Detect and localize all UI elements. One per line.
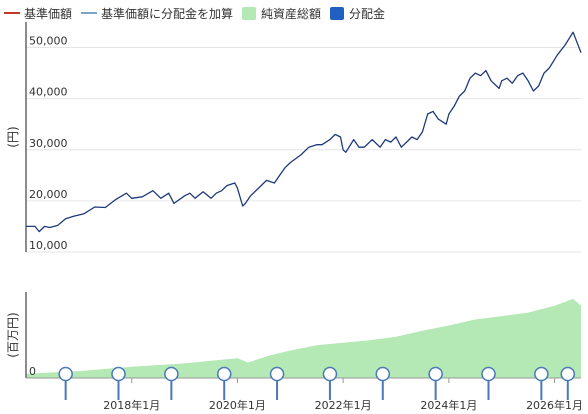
price-series [26, 31, 582, 233]
marker-head [428, 366, 443, 382]
marker-head [481, 366, 496, 382]
net-assets-area [26, 298, 581, 378]
legend-label: 基準価額 [24, 6, 73, 21]
marker-head [216, 366, 232, 382]
distribution-marker[interactable] [481, 366, 496, 401]
assets-axis: 0 (百万円) 2018年1月 2020年1月 2022年1月 2024年1月 2026年1… [6, 292, 583, 412]
legend-label: 基準価額に分配金を加算 [101, 6, 234, 21]
y-tick-label: 50,000 [29, 35, 68, 48]
distribution-marker[interactable] [164, 366, 179, 401]
legend-swatch [242, 6, 257, 20]
y-tick-label: 0 [29, 365, 36, 378]
marker-head [534, 366, 549, 382]
legend-swatch [4, 12, 20, 14]
x-tick-label: 2018年1月 [103, 398, 160, 412]
distribution-marker[interactable] [111, 366, 126, 401]
marker-head [322, 366, 338, 382]
legend-item[interactable]: 分配金 [330, 5, 385, 22]
legend-item[interactable]: 基準価額 [4, 5, 72, 22]
distribution-marker[interactable] [322, 366, 338, 401]
price-line [26, 31, 582, 233]
distribution-marker[interactable] [58, 366, 73, 401]
y-axis-title: (円) [6, 126, 20, 147]
distribution-markers [58, 366, 576, 401]
legend-item[interactable]: 基準価額に分配金を加算 [81, 5, 233, 22]
legend: 基準価額 基準価額に分配金を加算 純資産総額 分配金 [4, 3, 394, 23]
marker-head [111, 366, 126, 382]
marker-head [58, 366, 73, 382]
y-tick-label: 20,000 [29, 188, 68, 201]
marker-head [375, 366, 391, 382]
x-tick-label: 2022年1月 [315, 398, 372, 412]
distribution-marker[interactable] [375, 366, 391, 401]
marker-head [164, 366, 179, 382]
y-tick-label: 40,000 [29, 86, 68, 99]
distribution-marker[interactable] [269, 366, 285, 401]
legend-swatch [330, 6, 345, 20]
distribution-marker[interactable] [560, 366, 576, 401]
y-axis-title: (百万円) [6, 312, 20, 357]
net-assets-fill [26, 298, 581, 378]
y-tick-label: 10,000 [29, 239, 68, 252]
legend-label: 分配金 [349, 6, 386, 21]
price-gridlines [26, 47, 581, 253]
marker-head [269, 366, 285, 382]
x-tick-label: 2024年1月 [420, 398, 477, 412]
x-tick-label: 2026年1月 [526, 398, 583, 412]
y-tick-label: 30,000 [29, 137, 68, 150]
distribution-marker[interactable] [428, 366, 443, 401]
legend-item[interactable]: 純資産総額 [242, 5, 321, 22]
x-tick-label: 2020年1月 [209, 398, 266, 412]
legend-swatch [81, 12, 98, 14]
marker-head [560, 366, 576, 382]
legend-label: 純資産総額 [261, 6, 322, 21]
price-axis: 10,000 20,000 30,000 40,000 50,000 (円) [6, 22, 68, 252]
distribution-marker[interactable] [534, 366, 549, 401]
distribution-marker[interactable] [216, 366, 232, 401]
